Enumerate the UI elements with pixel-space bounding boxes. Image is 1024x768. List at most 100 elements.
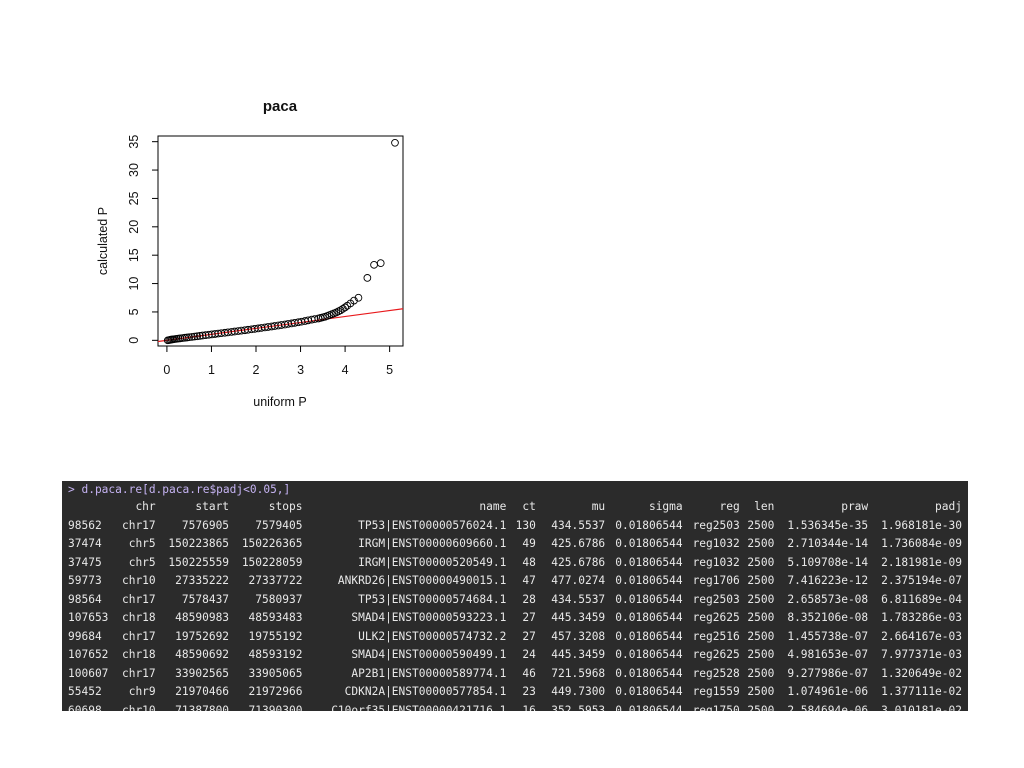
qq-plot-svg: paca uniform P calculated P 0 1 2 3 4 5 0 5 10 15… (96, 98, 404, 409)
cell-padj: 1.736084e-09 (881, 537, 962, 550)
cell-name: TP53|ENST00000576024.1 (358, 518, 507, 532)
cell-len: 2500 (747, 518, 775, 532)
data-point (190, 332, 199, 341)
cell-praw: 9.277986e-07 (787, 666, 869, 680)
cell-name: ANKRD26|ENST00000490015.1 (337, 574, 507, 587)
cell-praw: 2.710344e-14 (787, 537, 869, 550)
cell-sigma: 0.01806544 (615, 611, 683, 624)
cell-padj: 6.811689e-04 (881, 592, 962, 606)
cell-name: C10orf35|ENST00000421716.1 (331, 703, 507, 712)
cell-stops: 48593483 (248, 611, 303, 624)
cell-ct: 130 (515, 518, 536, 532)
cell-start: 33902565 (175, 666, 230, 680)
row-name-cell: 107653 (68, 611, 109, 624)
cell-padj: 2.181981e-09 (881, 555, 962, 569)
cell-name: CDKN2A|ENST00000577854.1 (344, 685, 507, 698)
cell-start: 48590692 (175, 648, 230, 661)
column-header-reg: reg (719, 500, 740, 513)
cell-chr: chr10 (121, 703, 156, 712)
x-tick-label: 3 (297, 363, 304, 377)
y-tick-label: 15 (127, 248, 141, 262)
cell-reg: reg2503 (692, 518, 740, 532)
column-header-name: name (479, 500, 507, 513)
cell-chr: chr18 (121, 648, 156, 661)
reference-line (157, 308, 404, 343)
table-header-row: chr start stops name ct mu sigma reg len praw padj (68, 498, 962, 517)
cell-sigma: 0.01806544 (615, 703, 683, 712)
cell-ct: 23 (522, 685, 536, 698)
cell-praw: 4.981653e-07 (787, 648, 869, 661)
cell-mu: 434.5537 (551, 592, 606, 606)
row-name-cell: 98562 (68, 518, 102, 532)
cell-len: 2500 (747, 703, 775, 712)
cell-len: 2500 (747, 666, 775, 680)
cell-praw: 1.074961e-06 (787, 685, 869, 698)
column-header-rowname (68, 498, 117, 517)
cell-padj: 1.783286e-03 (881, 611, 962, 624)
cell-ct: 48 (522, 555, 536, 569)
cell-praw: 5.109708e-14 (787, 555, 869, 569)
result-table: chr start stops name ct mu sigma reg len praw padj… (68, 498, 962, 711)
cell-chr: chr17 (121, 629, 156, 643)
cell-stops: 33905065 (248, 666, 303, 680)
cell-mu: 425.6786 (551, 555, 606, 569)
cell-reg: reg1750 (692, 703, 740, 712)
cell-start: 27335222 (175, 574, 230, 587)
cell-chr: chr17 (121, 518, 156, 532)
data-point (363, 274, 372, 282)
cell-stops: 7580937 (255, 592, 303, 606)
plot-frame (157, 135, 404, 347)
table-row: 59773 chr10 27335222 27337722 ANKRD26|ENST00… (68, 572, 962, 591)
r-console: > d.paca.re[d.paca.re$padj<0.05,] chr sta… (62, 481, 968, 711)
data-point (376, 259, 385, 267)
data-point (201, 331, 210, 340)
cell-start: 7576905 (181, 518, 230, 532)
y-tick-label: 30 (127, 163, 141, 177)
data-point (211, 330, 219, 338)
cell-ct: 46 (522, 666, 536, 680)
column-header-start: start (195, 500, 230, 513)
column-header-praw: praw (841, 500, 869, 513)
cell-reg: reg2625 (692, 648, 740, 661)
reference-line-group (157, 308, 404, 343)
data-point (354, 293, 363, 302)
x-tick-label: 5 (386, 363, 393, 377)
cell-reg: reg1032 (692, 537, 740, 550)
cell-reg: reg1032 (692, 555, 740, 569)
cell-sigma: 0.01806544 (615, 666, 683, 680)
cell-padj: 1.968181e-30 (881, 518, 962, 532)
cell-reg: reg1706 (692, 574, 740, 587)
cell-praw: 8.352106e-08 (787, 611, 869, 624)
cell-chr: chr10 (121, 574, 156, 587)
cell-padj: 2.664167e-03 (881, 629, 962, 643)
cell-name: TP53|ENST00000574684.1 (358, 592, 507, 606)
cell-len: 2500 (747, 574, 775, 587)
cell-len: 2500 (747, 537, 775, 550)
cell-ct: 27 (522, 611, 536, 624)
data-point (198, 331, 207, 340)
cell-len: 2500 (747, 629, 775, 643)
cell-ct: 49 (522, 537, 536, 550)
cell-name: IRGM|ENST00000520549.1 (358, 555, 507, 569)
cell-mu: 445.3459 (551, 611, 606, 624)
cell-sigma: 0.01806544 (615, 555, 683, 569)
table-row: 100607 chr17 33902565 33905065 AP2B1|ENST000… (68, 665, 962, 684)
cell-praw: 2.584694e-06 (787, 703, 869, 712)
cell-start: 71387800 (175, 703, 230, 712)
x-tick-label: 0 (163, 363, 170, 377)
cell-name: SMAD4|ENST00000593223.1 (351, 611, 507, 624)
cell-chr: chr9 (128, 685, 156, 698)
cell-chr: chr17 (121, 666, 156, 680)
y-tick-label: 25 (127, 191, 141, 205)
cell-stops: 71390300 (248, 703, 303, 712)
cell-len: 2500 (747, 555, 775, 569)
row-name-cell: 100607 (68, 666, 109, 680)
cell-sigma: 0.01806544 (615, 574, 683, 587)
cell-padj: 3.010181e-02 (881, 703, 962, 712)
cell-mu: 457.3208 (551, 629, 606, 643)
cell-len: 2500 (747, 648, 775, 661)
cell-reg: reg2503 (692, 592, 740, 606)
cell-sigma: 0.01806544 (615, 685, 683, 698)
data-point (204, 330, 213, 339)
cell-sigma: 0.01806544 (615, 648, 683, 661)
